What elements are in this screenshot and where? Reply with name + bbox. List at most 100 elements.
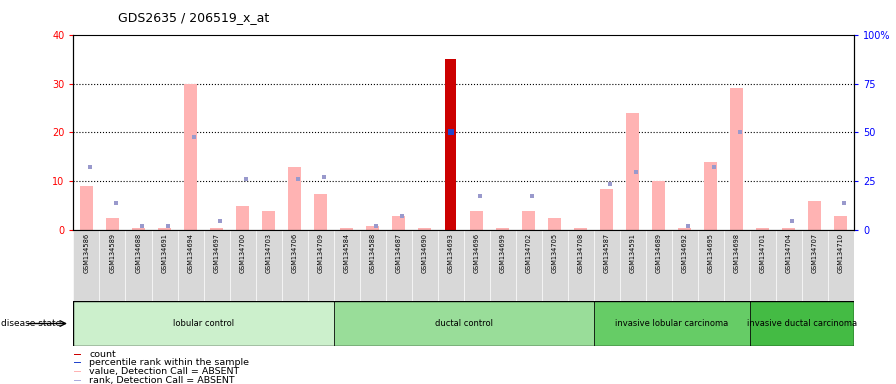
Text: GSM134589: GSM134589 bbox=[109, 233, 116, 273]
Bar bbox=[445, 59, 456, 230]
Bar bbox=[678, 228, 692, 230]
Text: lobular control: lobular control bbox=[173, 319, 234, 328]
Text: GSM134710: GSM134710 bbox=[838, 233, 844, 273]
Bar bbox=[750, 230, 776, 301]
Text: GSM134708: GSM134708 bbox=[578, 233, 583, 273]
Bar bbox=[333, 230, 359, 301]
Bar bbox=[125, 230, 151, 301]
Bar bbox=[132, 228, 145, 230]
Text: GSM134709: GSM134709 bbox=[317, 233, 323, 273]
Bar bbox=[74, 379, 82, 381]
Text: value, Detection Call = ABSENT: value, Detection Call = ABSENT bbox=[89, 367, 239, 376]
Bar bbox=[496, 228, 509, 230]
Text: invasive ductal carcinoma: invasive ductal carcinoma bbox=[746, 319, 857, 328]
Bar bbox=[620, 230, 646, 301]
Bar bbox=[262, 211, 275, 230]
Text: GSM134698: GSM134698 bbox=[734, 233, 740, 273]
Text: GSM134696: GSM134696 bbox=[474, 233, 479, 273]
Text: GSM134699: GSM134699 bbox=[500, 233, 505, 273]
Text: GSM134701: GSM134701 bbox=[760, 233, 766, 273]
Text: invasive lobular carcinoma: invasive lobular carcinoma bbox=[616, 319, 728, 328]
Text: GSM134706: GSM134706 bbox=[291, 233, 297, 273]
Bar bbox=[255, 230, 281, 301]
Text: GSM134695: GSM134695 bbox=[708, 233, 714, 273]
Text: GSM134691: GSM134691 bbox=[161, 233, 168, 273]
Bar bbox=[652, 182, 666, 230]
Bar bbox=[594, 301, 750, 346]
Bar bbox=[281, 230, 307, 301]
Bar bbox=[730, 88, 744, 230]
Bar bbox=[834, 216, 848, 230]
Bar bbox=[418, 228, 431, 230]
Bar bbox=[646, 230, 672, 301]
Bar bbox=[516, 230, 542, 301]
Text: GSM134690: GSM134690 bbox=[422, 233, 427, 273]
Bar bbox=[385, 230, 411, 301]
Bar bbox=[750, 301, 854, 346]
Bar bbox=[574, 228, 587, 230]
Bar bbox=[548, 218, 561, 230]
Bar bbox=[359, 230, 385, 301]
Bar bbox=[158, 228, 171, 230]
Bar bbox=[698, 230, 724, 301]
Bar bbox=[782, 228, 796, 230]
Text: GSM134687: GSM134687 bbox=[396, 233, 401, 273]
Bar bbox=[151, 230, 177, 301]
Bar bbox=[289, 167, 301, 230]
Text: GSM134707: GSM134707 bbox=[812, 233, 818, 273]
Text: GSM134703: GSM134703 bbox=[265, 233, 271, 273]
Text: GSM134587: GSM134587 bbox=[604, 233, 610, 273]
Text: GSM134694: GSM134694 bbox=[187, 233, 194, 273]
Text: GDS2635 / 206519_x_at: GDS2635 / 206519_x_at bbox=[118, 12, 270, 25]
Text: rank, Detection Call = ABSENT: rank, Detection Call = ABSENT bbox=[89, 376, 235, 384]
Text: GSM134704: GSM134704 bbox=[786, 233, 792, 273]
Bar bbox=[314, 194, 327, 230]
Bar bbox=[73, 230, 99, 301]
Text: GSM134591: GSM134591 bbox=[630, 233, 636, 273]
Text: GSM134702: GSM134702 bbox=[526, 233, 531, 273]
Text: percentile rank within the sample: percentile rank within the sample bbox=[89, 358, 249, 367]
Bar bbox=[177, 230, 203, 301]
Bar bbox=[210, 228, 223, 230]
Text: GSM134588: GSM134588 bbox=[370, 233, 375, 273]
Bar bbox=[74, 354, 82, 355]
Bar bbox=[366, 225, 379, 230]
Bar bbox=[600, 189, 613, 230]
Text: GSM134692: GSM134692 bbox=[682, 233, 688, 273]
Text: disease state: disease state bbox=[1, 319, 61, 328]
Bar bbox=[203, 230, 229, 301]
Bar bbox=[340, 228, 353, 230]
Text: GSM134697: GSM134697 bbox=[213, 233, 220, 273]
Bar bbox=[74, 371, 82, 372]
Bar bbox=[307, 230, 333, 301]
Text: GSM134586: GSM134586 bbox=[83, 233, 90, 273]
Bar bbox=[802, 230, 828, 301]
Bar bbox=[392, 216, 405, 230]
Bar bbox=[828, 230, 854, 301]
Text: GSM134584: GSM134584 bbox=[344, 233, 349, 273]
Bar bbox=[470, 211, 483, 230]
Bar bbox=[73, 301, 333, 346]
Bar bbox=[437, 230, 464, 301]
Bar bbox=[74, 362, 82, 363]
Bar bbox=[229, 230, 255, 301]
Bar bbox=[184, 84, 197, 230]
Text: GSM134700: GSM134700 bbox=[239, 233, 246, 273]
Bar bbox=[80, 186, 93, 230]
Bar bbox=[704, 162, 718, 230]
Bar bbox=[333, 301, 594, 346]
Text: GSM134688: GSM134688 bbox=[135, 233, 142, 273]
Bar bbox=[724, 230, 750, 301]
Bar bbox=[672, 230, 698, 301]
Bar bbox=[626, 113, 639, 230]
Bar bbox=[106, 218, 119, 230]
Text: GSM134689: GSM134689 bbox=[656, 233, 662, 273]
Bar bbox=[236, 206, 249, 230]
Text: GSM134693: GSM134693 bbox=[448, 233, 453, 273]
Bar bbox=[411, 230, 437, 301]
Text: ductal control: ductal control bbox=[435, 319, 493, 328]
Bar bbox=[464, 230, 490, 301]
Bar bbox=[756, 228, 770, 230]
Bar bbox=[522, 211, 535, 230]
Bar bbox=[568, 230, 594, 301]
